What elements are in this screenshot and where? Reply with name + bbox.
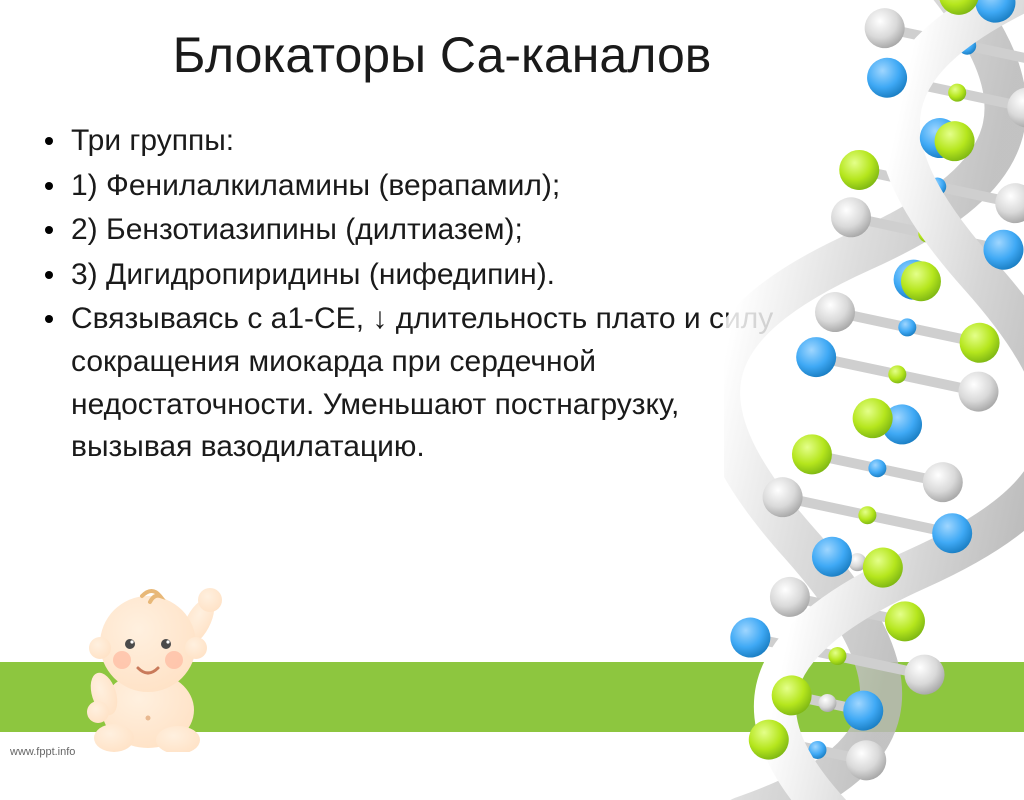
bullet-text: 2) Бензотиазипины (дилтиазем); [71, 209, 804, 252]
bullet-item: 1) Фенилалкиламины (верапамил); [45, 165, 804, 208]
bullet-text: Три группы: [71, 120, 804, 163]
bullet-text: Связываясь с а1-СЕ, ↓ длительность плато… [71, 298, 804, 468]
bullet-item: Связываясь с а1-СЕ, ↓ длительность плато… [45, 298, 804, 468]
bullet-text: 1) Фенилалкиламины (верапамил); [71, 165, 804, 208]
bullet-dot-icon [45, 226, 53, 234]
bullet-item: Три группы: [45, 120, 804, 163]
dna-helix-icon [724, 0, 1024, 800]
bullet-dot-icon [45, 271, 53, 279]
bullet-item: 2) Бензотиазипины (дилтиазем); [45, 209, 804, 252]
bullet-text: 3) Дигидропиридины (нифедипин). [71, 254, 804, 297]
baby-icon [70, 582, 230, 752]
bullet-dot-icon [45, 137, 53, 145]
footer-link: www.fppt.info [10, 746, 75, 758]
bullet-item: 3) Дигидропиридины (нифедипин). [45, 254, 804, 297]
slide: Блокаторы Са-каналов Три группы: 1) Фени… [0, 0, 1024, 768]
bullet-dot-icon [45, 182, 53, 190]
bullet-dot-icon [45, 315, 53, 323]
